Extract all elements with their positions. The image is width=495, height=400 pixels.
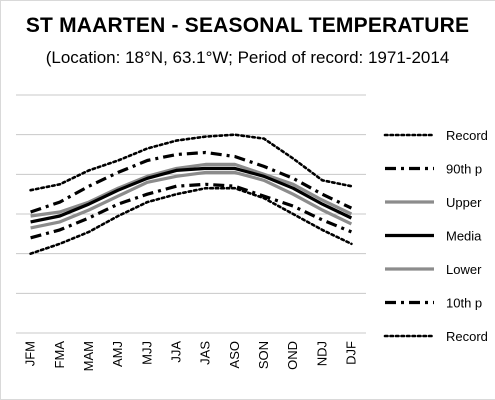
x-tick-label: DJF — [343, 341, 358, 365]
series-line — [29, 133, 353, 192]
x-tick-label: MJJ — [139, 341, 154, 365]
x-tick-label: NDJ — [314, 341, 329, 366]
x-tick-label: JJA — [168, 341, 183, 363]
legend-label: Record — [446, 329, 488, 344]
x-tick-label: JAS — [198, 341, 213, 365]
series-line — [30, 170, 353, 230]
x-tick-label: FMA — [52, 341, 67, 369]
series-line — [30, 182, 353, 240]
x-tick-label: AMJ — [110, 341, 125, 367]
legend-label: 90th p — [446, 162, 482, 177]
chart-title: ST MAARTEN - SEASONAL TEMPERATURE — [25, 14, 470, 37]
series-line — [30, 166, 353, 224]
legend-label: Media — [446, 229, 482, 244]
legend-label: Upper — [446, 195, 482, 210]
chart-subtitle: (Location: 18°N, 63.1°W; Period of recor… — [45, 48, 450, 67]
series-line — [30, 162, 353, 218]
legend-label: Lower — [446, 262, 482, 277]
series-line — [30, 150, 353, 214]
x-tick-label: ASO — [227, 341, 242, 368]
x-tick-label: OND — [285, 341, 300, 370]
legend-label: 10th p — [446, 296, 482, 311]
x-tick-label: MAM — [81, 341, 96, 371]
x-tick-label: JFM — [23, 341, 38, 366]
series-line — [29, 186, 353, 255]
x-tick-label: SON — [256, 341, 271, 369]
legend-label: Record — [446, 128, 488, 143]
